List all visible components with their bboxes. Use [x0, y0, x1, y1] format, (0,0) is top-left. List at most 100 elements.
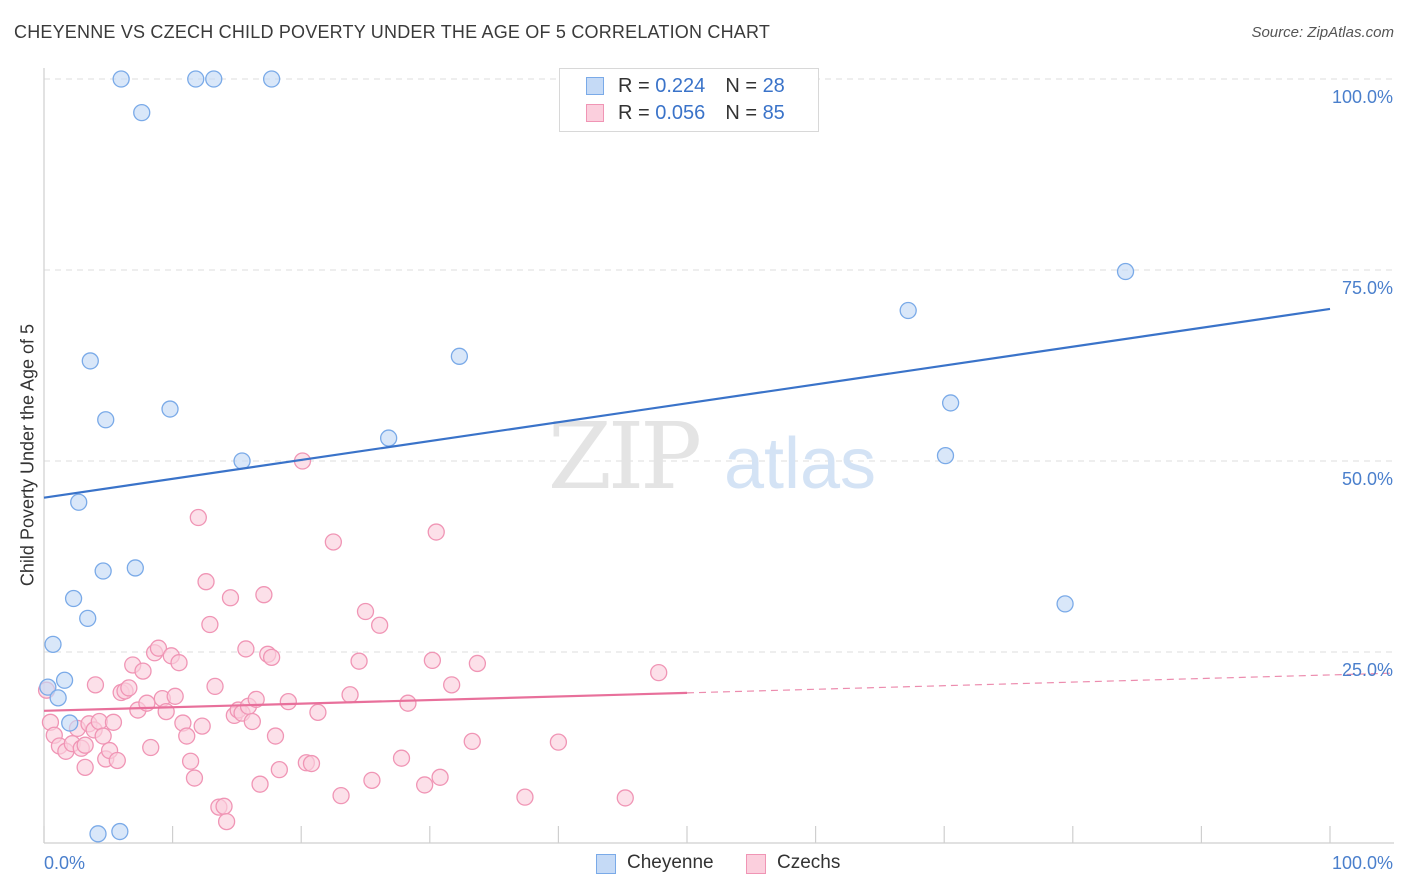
- tick-labels: 25.0% 50.0% 75.0% 100.0% 0.0% 100.0%: [44, 87, 1393, 873]
- cheyenne-point: [205, 70, 223, 88]
- czechs-point: [221, 589, 240, 607]
- cheyenne-trend-line: [43, 307, 1331, 499]
- cheyenne-point: [81, 352, 99, 370]
- r-label: R =: [618, 75, 656, 97]
- czechs-point: [86, 676, 105, 694]
- czechs-point: [247, 690, 265, 709]
- y-tick-label: 50.0%: [1342, 469, 1393, 489]
- czechs-swatch: [586, 104, 604, 122]
- correlation-legend: R = 0.224 N = 28 R = 0.056 N = 85: [559, 68, 819, 132]
- czechs-point: [463, 732, 481, 751]
- czechs-point: [76, 758, 94, 777]
- czechs-point: [215, 797, 233, 815]
- czechs-point: [108, 751, 126, 770]
- czechs-point: [423, 651, 442, 670]
- cheyenne-point: [262, 70, 281, 88]
- legend-label-czechs: Czechs: [777, 852, 841, 873]
- czechs-point: [302, 754, 321, 773]
- czechs-point: [443, 676, 461, 694]
- czechs-point: [142, 738, 160, 757]
- cheyenne-point: [79, 609, 97, 628]
- cheyenne-point: [70, 493, 88, 511]
- cheyenne-point: [94, 562, 112, 580]
- x-tick-label: 0.0%: [44, 853, 85, 873]
- r-label: R =: [618, 102, 656, 124]
- y-tick-label: 100.0%: [1332, 87, 1393, 107]
- czechs-point: [279, 693, 297, 711]
- cheyenne-point: [112, 70, 130, 88]
- czechs-point: [134, 662, 152, 680]
- czechs-point: [266, 727, 285, 745]
- czechs-legend-swatch: [746, 854, 766, 874]
- r-value: 0.224: [655, 75, 706, 97]
- x-tick-label: 100.0%: [1332, 853, 1393, 873]
- cheyenne-point: [899, 301, 917, 320]
- czechs-point: [516, 788, 534, 806]
- cheyenne-point: [187, 70, 205, 88]
- czechs-point: [251, 775, 269, 793]
- cheyenne-point: [161, 400, 179, 418]
- chart-title: CHEYENNE VS CZECH CHILD POVERTY UNDER TH…: [14, 22, 771, 42]
- y-axis-label: Child Poverty Under the Age of 5: [17, 323, 38, 587]
- czechs-point: [206, 677, 224, 696]
- czechs-point: [399, 694, 417, 712]
- cheyenne-point: [64, 589, 83, 608]
- czechs-point: [104, 713, 123, 731]
- czechs-trend-line: [43, 691, 688, 712]
- n-value: 28: [762, 75, 785, 97]
- czechs-point: [149, 639, 168, 657]
- czechs-point: [332, 786, 350, 805]
- czechs-point: [650, 663, 668, 682]
- cheyenne-swatch: [586, 77, 604, 95]
- czechs-point: [94, 727, 112, 745]
- czechs-point: [416, 776, 434, 794]
- axes: [43, 68, 1394, 844]
- czechs-point: [197, 573, 215, 591]
- legend-label-cheyenne: Cheyenne: [627, 852, 714, 873]
- czechs-point: [243, 712, 261, 731]
- cheyenne-point: [941, 394, 960, 412]
- czechs-point: [217, 812, 236, 831]
- czechs-point: [309, 703, 327, 722]
- y-tick-label: 75.0%: [1342, 278, 1393, 298]
- czechs-point: [170, 654, 188, 672]
- cheyenne-point: [89, 825, 107, 843]
- czechs-point: [341, 686, 359, 704]
- cheyenne-point: [1056, 595, 1074, 613]
- czechs-point: [262, 648, 281, 666]
- cheyenne-point: [39, 678, 57, 696]
- czechs-point: [178, 727, 196, 745]
- cheyenne-point: [233, 452, 251, 470]
- cheyenne-point: [61, 714, 79, 732]
- czechs-point: [193, 717, 211, 735]
- cheyenne-legend-swatch: [596, 854, 616, 874]
- cheyenne-point: [97, 411, 115, 429]
- n-label: N =: [725, 102, 763, 124]
- czechs-point: [166, 687, 184, 705]
- watermark-zip: ZIP: [548, 403, 699, 510]
- czechs-point: [356, 602, 375, 621]
- czechs-point: [76, 736, 94, 754]
- czechs-point: [350, 652, 368, 670]
- cheyenne-point: [936, 447, 955, 465]
- czechs-point: [392, 749, 411, 767]
- cheyenne-point: [1116, 262, 1135, 281]
- czechs-point: [181, 752, 200, 770]
- watermark-atlas: atlas: [724, 424, 876, 504]
- source-label: Source: ZipAtlas.com: [1251, 24, 1394, 41]
- cheyenne-point: [133, 103, 151, 122]
- czechs-trend-extension: [686, 672, 1391, 694]
- czechs-point: [270, 761, 288, 779]
- cheyenne-point: [379, 429, 398, 447]
- czechs-point: [616, 789, 634, 807]
- cheyenne-point: [49, 689, 67, 707]
- czechs-point: [255, 586, 273, 604]
- czechs-point: [237, 640, 255, 658]
- czechs-point: [468, 654, 487, 673]
- czechs-point: [120, 679, 138, 697]
- grid-lines: [44, 78, 1394, 653]
- trend-lines: [43, 307, 1391, 712]
- cheyenne-point: [126, 559, 144, 577]
- cheyenne-point: [450, 347, 469, 365]
- n-value: 85: [762, 102, 785, 124]
